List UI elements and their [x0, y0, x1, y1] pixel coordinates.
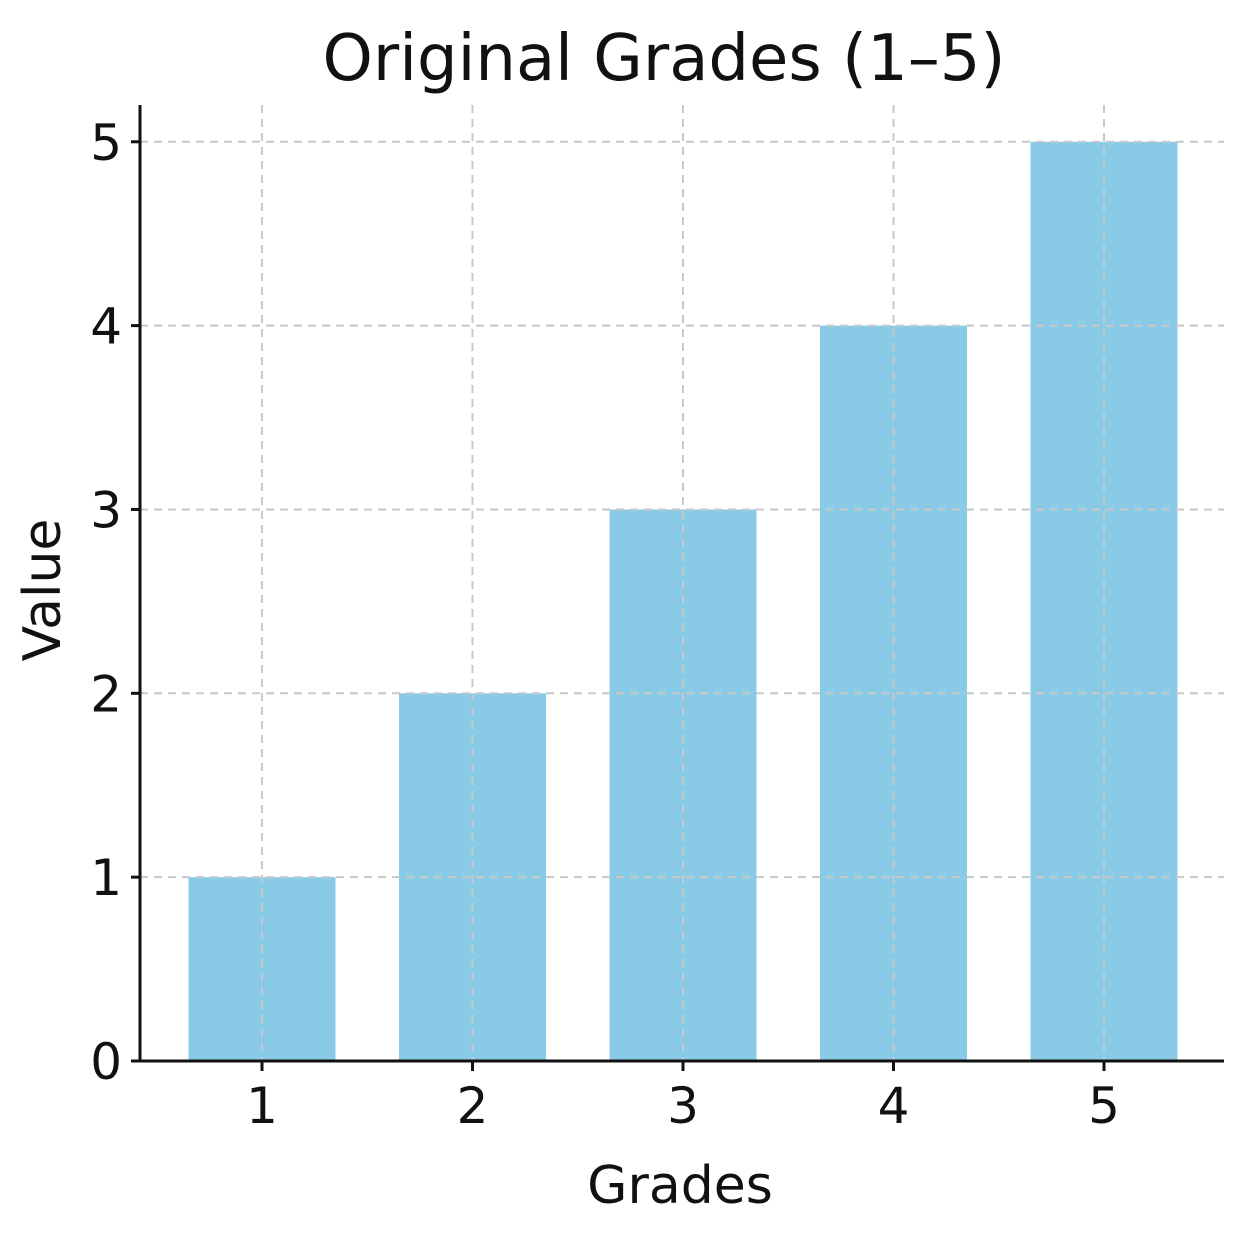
- x-tick-label: 2: [457, 1077, 489, 1135]
- x-tick-label: 3: [667, 1077, 699, 1135]
- y-tick-label: 4: [90, 298, 122, 356]
- chart-title: Original Grades (1–5): [323, 22, 1006, 96]
- y-tick-label: 0: [90, 1033, 122, 1091]
- y-axis-title: Value: [13, 519, 73, 662]
- y-tick-label: 3: [90, 481, 122, 539]
- x-tick-label: 1: [246, 1077, 278, 1135]
- x-tick-label: 5: [1088, 1077, 1120, 1135]
- x-tick-label: 4: [878, 1077, 910, 1135]
- x-axis-title: Grades: [587, 1156, 773, 1216]
- y-tick-label: 5: [90, 114, 122, 172]
- y-tick-label: 1: [90, 849, 122, 907]
- y-tick-label: 2: [90, 665, 122, 723]
